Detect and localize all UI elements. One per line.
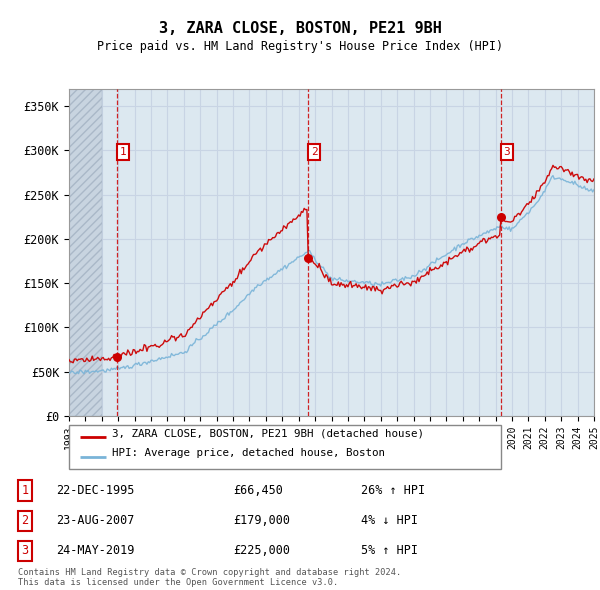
Text: 22-DEC-1995: 22-DEC-1995 — [56, 484, 134, 497]
FancyBboxPatch shape — [69, 425, 501, 469]
Text: 3: 3 — [21, 545, 28, 558]
Text: £66,450: £66,450 — [233, 484, 283, 497]
Text: £225,000: £225,000 — [233, 545, 290, 558]
Text: 1: 1 — [21, 484, 28, 497]
Text: 3: 3 — [503, 148, 510, 157]
Text: 3, ZARA CLOSE, BOSTON, PE21 9BH: 3, ZARA CLOSE, BOSTON, PE21 9BH — [158, 21, 442, 35]
Text: 2: 2 — [21, 514, 28, 527]
Text: 2: 2 — [311, 148, 317, 157]
Bar — [69, 88, 102, 416]
Text: 4% ↓ HPI: 4% ↓ HPI — [361, 514, 418, 527]
Text: 26% ↑ HPI: 26% ↑ HPI — [361, 484, 425, 497]
Text: 3, ZARA CLOSE, BOSTON, PE21 9BH (detached house): 3, ZARA CLOSE, BOSTON, PE21 9BH (detache… — [112, 428, 424, 438]
Text: 24-MAY-2019: 24-MAY-2019 — [56, 545, 134, 558]
Text: 1: 1 — [119, 148, 126, 157]
Text: Price paid vs. HM Land Registry's House Price Index (HPI): Price paid vs. HM Land Registry's House … — [97, 40, 503, 53]
Text: 23-AUG-2007: 23-AUG-2007 — [56, 514, 134, 527]
Text: Contains HM Land Registry data © Crown copyright and database right 2024.
This d: Contains HM Land Registry data © Crown c… — [18, 568, 401, 587]
Text: £179,000: £179,000 — [233, 514, 290, 527]
Text: 5% ↑ HPI: 5% ↑ HPI — [361, 545, 418, 558]
Text: HPI: Average price, detached house, Boston: HPI: Average price, detached house, Bost… — [112, 448, 385, 458]
